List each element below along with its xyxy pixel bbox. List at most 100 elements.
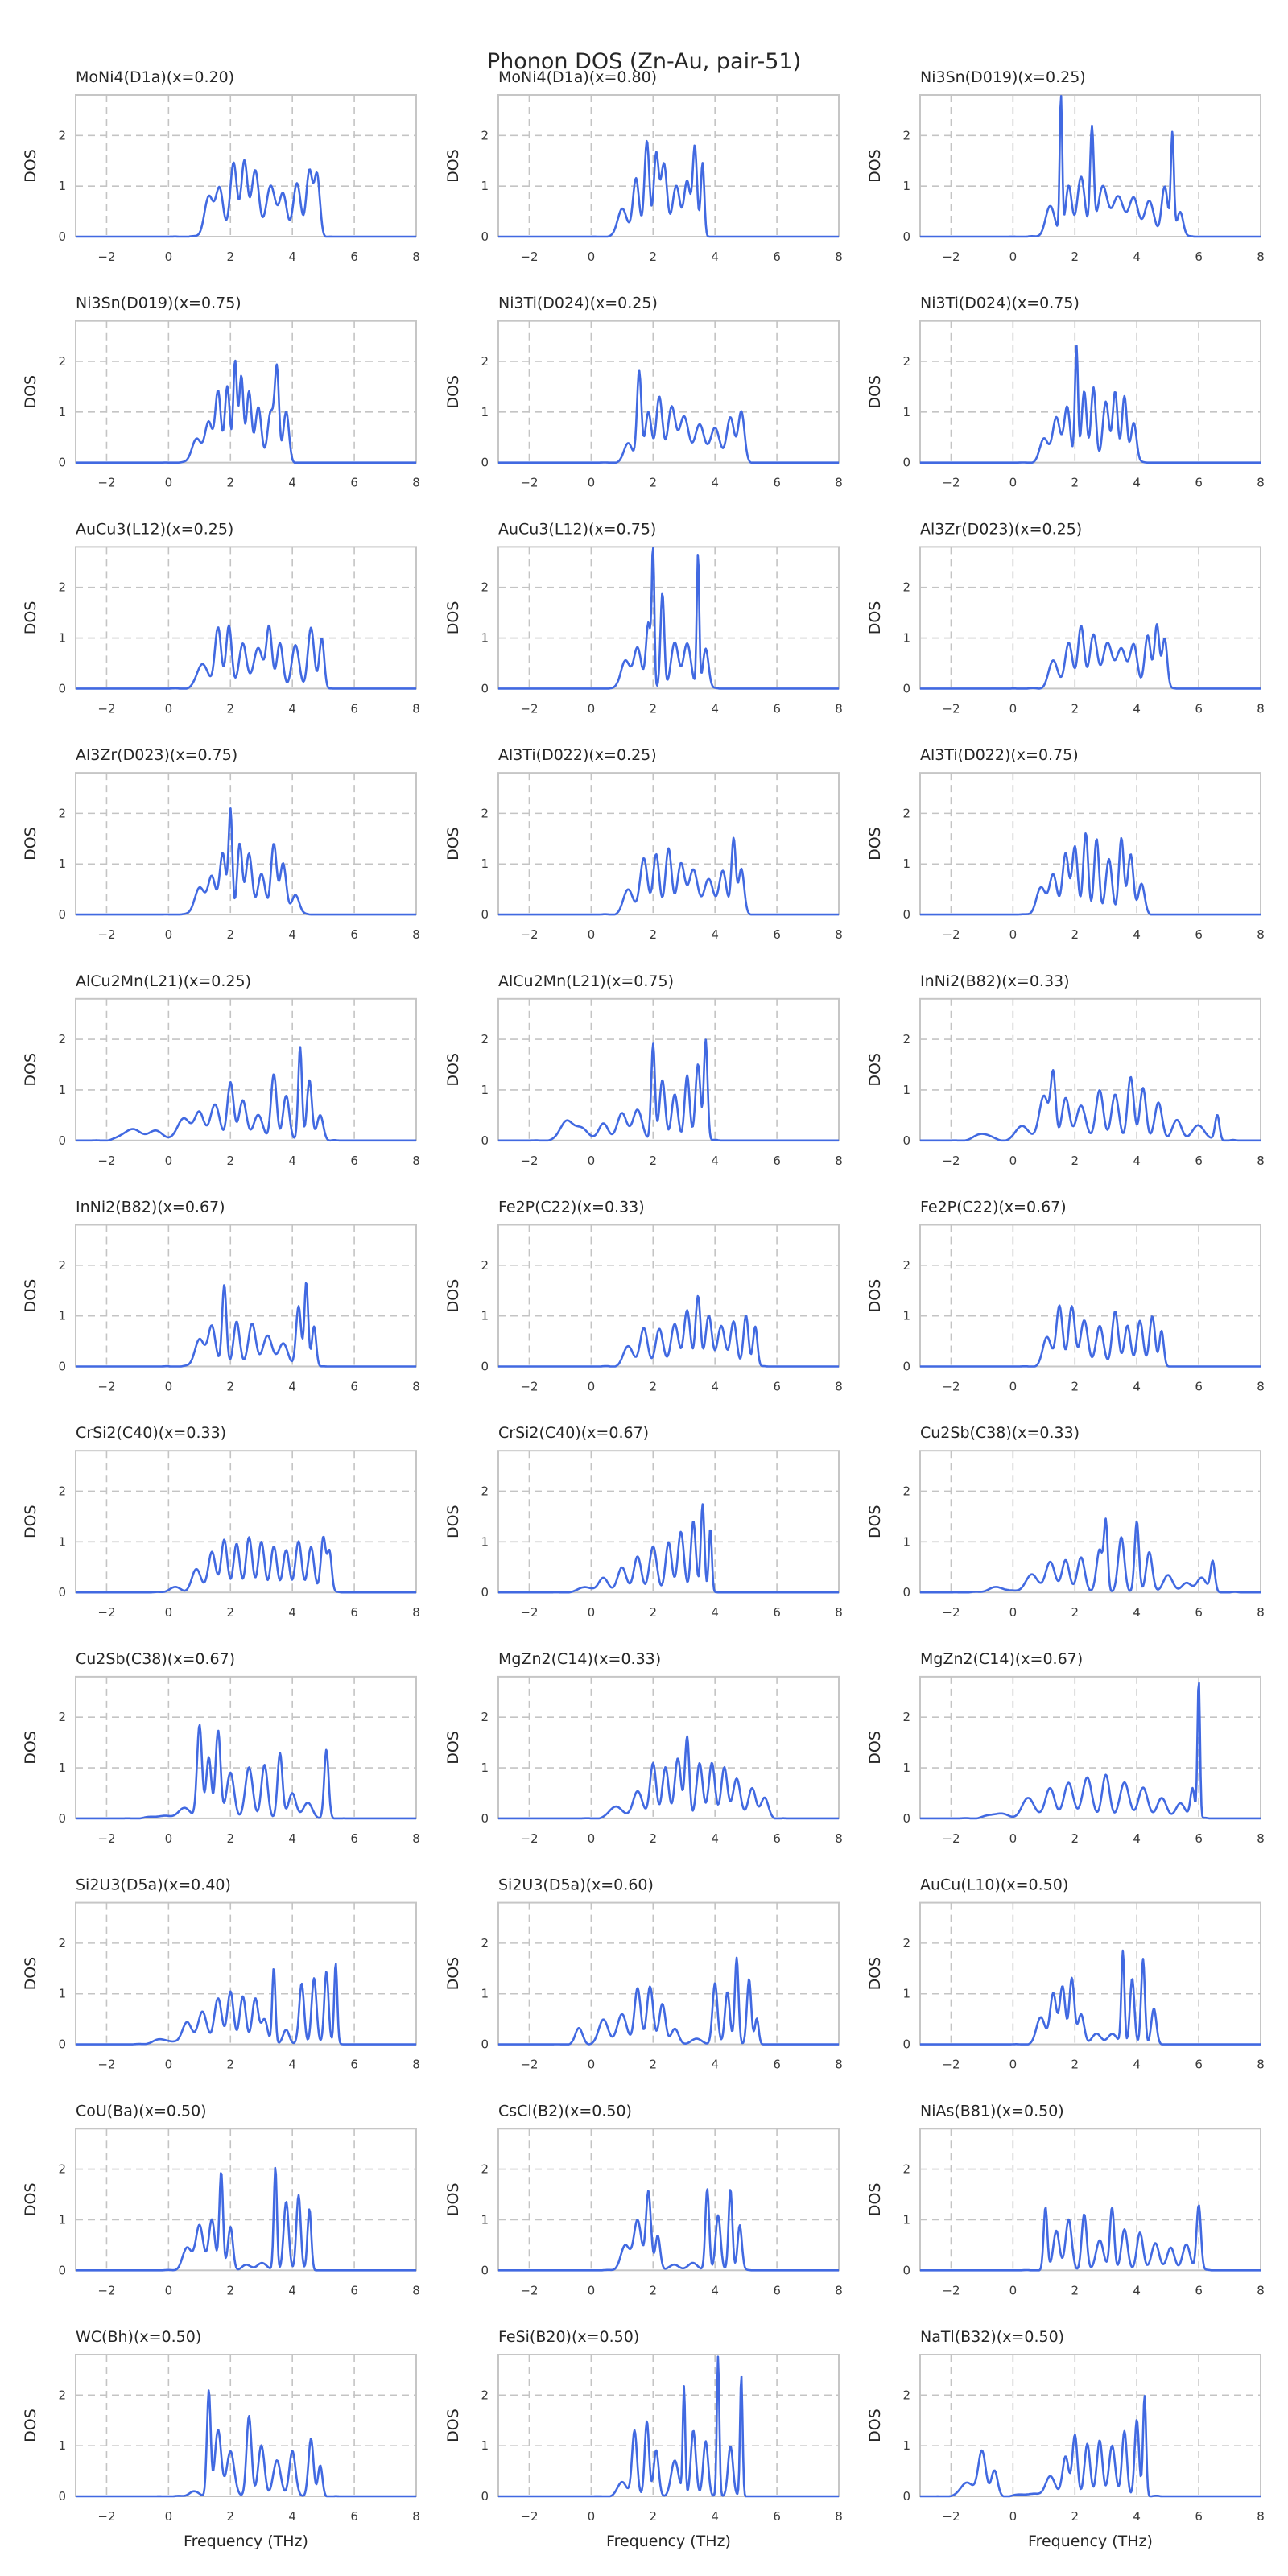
x-tick-label: 8: [412, 476, 420, 490]
x-tick-label: 0: [165, 476, 173, 490]
x-tick-label: 0: [588, 2283, 596, 2297]
panel: CrSi2(C40)(x=0.67) −2 0 2 4 6 8 0 1 2 DOS: [444, 1424, 843, 1620]
x-tick-label: 6: [773, 1154, 781, 1168]
x-tick-label: 4: [1133, 250, 1141, 264]
y-tick-label: 0: [902, 907, 910, 922]
x-tick-label: 2: [226, 1831, 234, 1846]
x-tick-label: −2: [942, 1380, 960, 1394]
x-tick-label: 2: [649, 250, 657, 264]
x-tick-label: −2: [97, 701, 115, 716]
x-tick-label: 2: [649, 1605, 657, 1620]
y-tick-label: 2: [902, 1484, 910, 1498]
x-tick-label: 4: [711, 1605, 719, 1620]
y-axis-label: DOS: [444, 2409, 462, 2442]
x-tick-label: 0: [1009, 2509, 1018, 2524]
x-tick-label: 8: [1257, 2283, 1265, 2297]
x-tick-label: 2: [226, 701, 234, 716]
panel-title: AlCu2Mn(L21)(x=0.75): [498, 972, 674, 990]
x-tick-label: −2: [942, 2283, 960, 2297]
x-tick-label: 2: [226, 1605, 234, 1620]
panel-title: Al3Zr(D023)(x=0.75): [76, 746, 237, 764]
y-tick-label: 2: [58, 580, 66, 595]
x-axis-label: Frequency (THz): [606, 2533, 731, 2550]
x-tick-label: 2: [649, 476, 657, 490]
dos-curve: [919, 623, 1261, 690]
x-tick-label: 6: [1195, 1154, 1203, 1168]
y-axis-label: DOS: [22, 149, 39, 183]
y-tick-label: 0: [58, 2489, 66, 2504]
x-tick-label: 0: [588, 701, 596, 716]
panel-title: AuCu(L10)(x=0.50): [920, 1876, 1068, 1894]
x-tick-label: 8: [835, 476, 843, 490]
x-tick-label: 2: [649, 2058, 657, 2072]
x-tick-label: 4: [1133, 476, 1141, 490]
x-tick-label: 4: [1133, 2283, 1141, 2297]
x-tick-label: 0: [1009, 701, 1018, 716]
y-tick-label: 0: [902, 1811, 910, 1826]
x-tick-label: 4: [1133, 1605, 1141, 1620]
panel: Ni3Ti(D024)(x=0.75) −2 0 2 4 6 8 0 1 2 DOS: [866, 295, 1265, 490]
y-tick-label: 2: [902, 580, 910, 595]
panel: Fe2P(C22)(x=0.33) −2 0 2 4 6 8 0 1 2 DOS: [444, 1199, 843, 1394]
panel-title: AuCu3(L12)(x=0.25): [76, 520, 233, 538]
x-tick-label: 4: [288, 1831, 296, 1846]
y-axis-label: DOS: [444, 827, 462, 861]
x-tick-label: 8: [412, 1154, 420, 1168]
dos-curve: [75, 2389, 417, 2498]
x-tick-label: 2: [649, 1831, 657, 1846]
y-tick-label: 0: [902, 2263, 910, 2277]
x-axis-label: Frequency (THz): [1028, 2533, 1153, 2550]
x-tick-label: 4: [1133, 2058, 1141, 2072]
y-tick-label: 2: [902, 1936, 910, 1951]
y-tick-label: 1: [58, 1083, 66, 1097]
y-tick-label: 0: [902, 1133, 910, 1148]
panel: FeSi(B20)(x=0.50) −2 0 2 4 6 8 0 1 2 DOS Frequency …: [444, 2328, 843, 2550]
x-tick-label: 4: [711, 2283, 719, 2297]
panel: Ni3Sn(D019)(x=0.75) −2 0 2 4 6 8 0 1 2 DOS: [22, 295, 420, 490]
x-tick-label: −2: [520, 2283, 538, 2297]
y-tick-label: 2: [902, 1710, 910, 1724]
x-tick-label: 6: [1195, 701, 1203, 716]
panel-title: Cu2Sb(C38)(x=0.67): [76, 1650, 235, 1668]
x-tick-label: 8: [835, 701, 843, 716]
x-tick-label: 0: [588, 1380, 596, 1394]
x-tick-label: 2: [649, 1380, 657, 1394]
y-axis-label: DOS: [22, 827, 39, 861]
panel: AuCu3(L12)(x=0.25) −2 0 2 4 6 8 0 1 2 DOS: [22, 520, 420, 716]
y-axis-label: DOS: [444, 1505, 462, 1538]
x-tick-label: 2: [226, 476, 234, 490]
plot-area: [497, 772, 840, 916]
x-tick-label: 6: [1195, 1605, 1203, 1620]
panel: AlCu2Mn(L21)(x=0.75) −2 0 2 4 6 8 0 1 2 DOS: [444, 972, 843, 1168]
panel: Cu2Sb(C38)(x=0.33) −2 0 2 4 6 8 0 1 2 DOS: [866, 1424, 1265, 1620]
panel: Al3Ti(D022)(x=0.75) −2 0 2 4 6 8 0 1 2 DOS: [866, 746, 1265, 942]
x-tick-label: −2: [97, 2058, 115, 2072]
x-tick-label: 4: [711, 927, 719, 942]
dos-curve: [919, 345, 1261, 464]
y-axis-label: DOS: [866, 601, 884, 635]
y-tick-label: 2: [902, 2162, 910, 2177]
x-tick-label: 2: [1071, 1380, 1079, 1394]
x-tick-label: 8: [835, 250, 843, 264]
dos-curve: [75, 624, 417, 690]
y-tick-label: 0: [902, 681, 910, 696]
panel-title: AuCu3(L12)(x=0.75): [498, 520, 656, 538]
y-axis-label: DOS: [866, 1731, 884, 1765]
x-tick-label: 4: [288, 2058, 296, 2072]
y-tick-label: 1: [58, 857, 66, 871]
x-tick-label: 8: [835, 1154, 843, 1168]
dos-curve: [919, 1069, 1261, 1142]
y-tick-label: 1: [481, 857, 489, 871]
x-tick-label: 8: [1257, 1154, 1265, 1168]
x-tick-label: −2: [520, 1605, 538, 1620]
y-tick-label: 1: [481, 631, 489, 646]
x-tick-label: 6: [773, 927, 781, 942]
y-tick-label: 2: [481, 128, 489, 142]
y-tick-label: 2: [481, 1484, 489, 1498]
y-axis-label: DOS: [866, 1957, 884, 1991]
x-tick-label: 8: [412, 2058, 420, 2072]
x-tick-label: 6: [1195, 2509, 1203, 2524]
panel-title: CoU(Ba)(x=0.50): [76, 2102, 207, 2120]
x-tick-label: −2: [520, 250, 538, 264]
